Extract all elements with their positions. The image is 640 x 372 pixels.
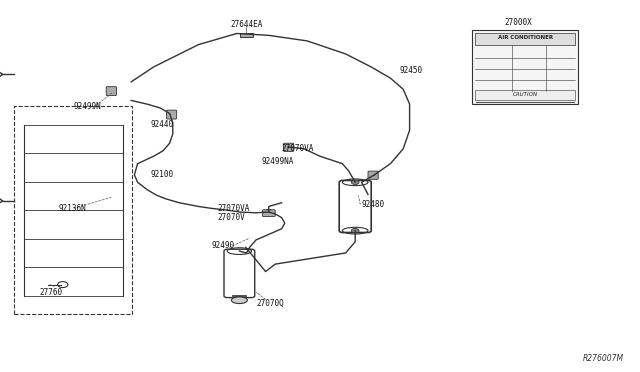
Text: AIR CONDITIONER: AIR CONDITIONER (497, 35, 553, 41)
FancyBboxPatch shape (284, 143, 294, 151)
Bar (240, 33, 253, 37)
Text: 27070V: 27070V (218, 213, 245, 222)
Circle shape (351, 180, 359, 185)
Text: 27070VA: 27070VA (218, 204, 250, 213)
Bar (475, 33, 575, 45)
Text: 27070VA: 27070VA (282, 144, 314, 153)
Circle shape (264, 209, 273, 215)
FancyBboxPatch shape (368, 171, 378, 179)
Bar (472, 30, 578, 104)
Text: 92480: 92480 (362, 200, 385, 209)
Text: 92100: 92100 (150, 170, 173, 179)
Text: 92499NA: 92499NA (261, 157, 294, 166)
Text: 92440: 92440 (150, 120, 173, 129)
FancyBboxPatch shape (262, 210, 275, 217)
Text: 92450: 92450 (400, 66, 423, 75)
Ellipse shape (232, 297, 248, 304)
Text: 27644EA: 27644EA (230, 20, 262, 29)
Circle shape (351, 228, 359, 233)
Circle shape (284, 144, 292, 150)
Bar (475, 90, 575, 100)
Text: CAUTION: CAUTION (513, 92, 538, 97)
Text: 92499N: 92499N (74, 102, 101, 110)
FancyBboxPatch shape (166, 110, 177, 119)
Text: R276007M: R276007M (583, 355, 624, 363)
Text: 27000X: 27000X (504, 18, 532, 27)
Text: 27760: 27760 (40, 288, 63, 296)
Text: 27070Q: 27070Q (256, 299, 284, 308)
Text: 92490: 92490 (211, 241, 234, 250)
Text: 92136N: 92136N (59, 204, 86, 213)
FancyBboxPatch shape (106, 87, 116, 96)
